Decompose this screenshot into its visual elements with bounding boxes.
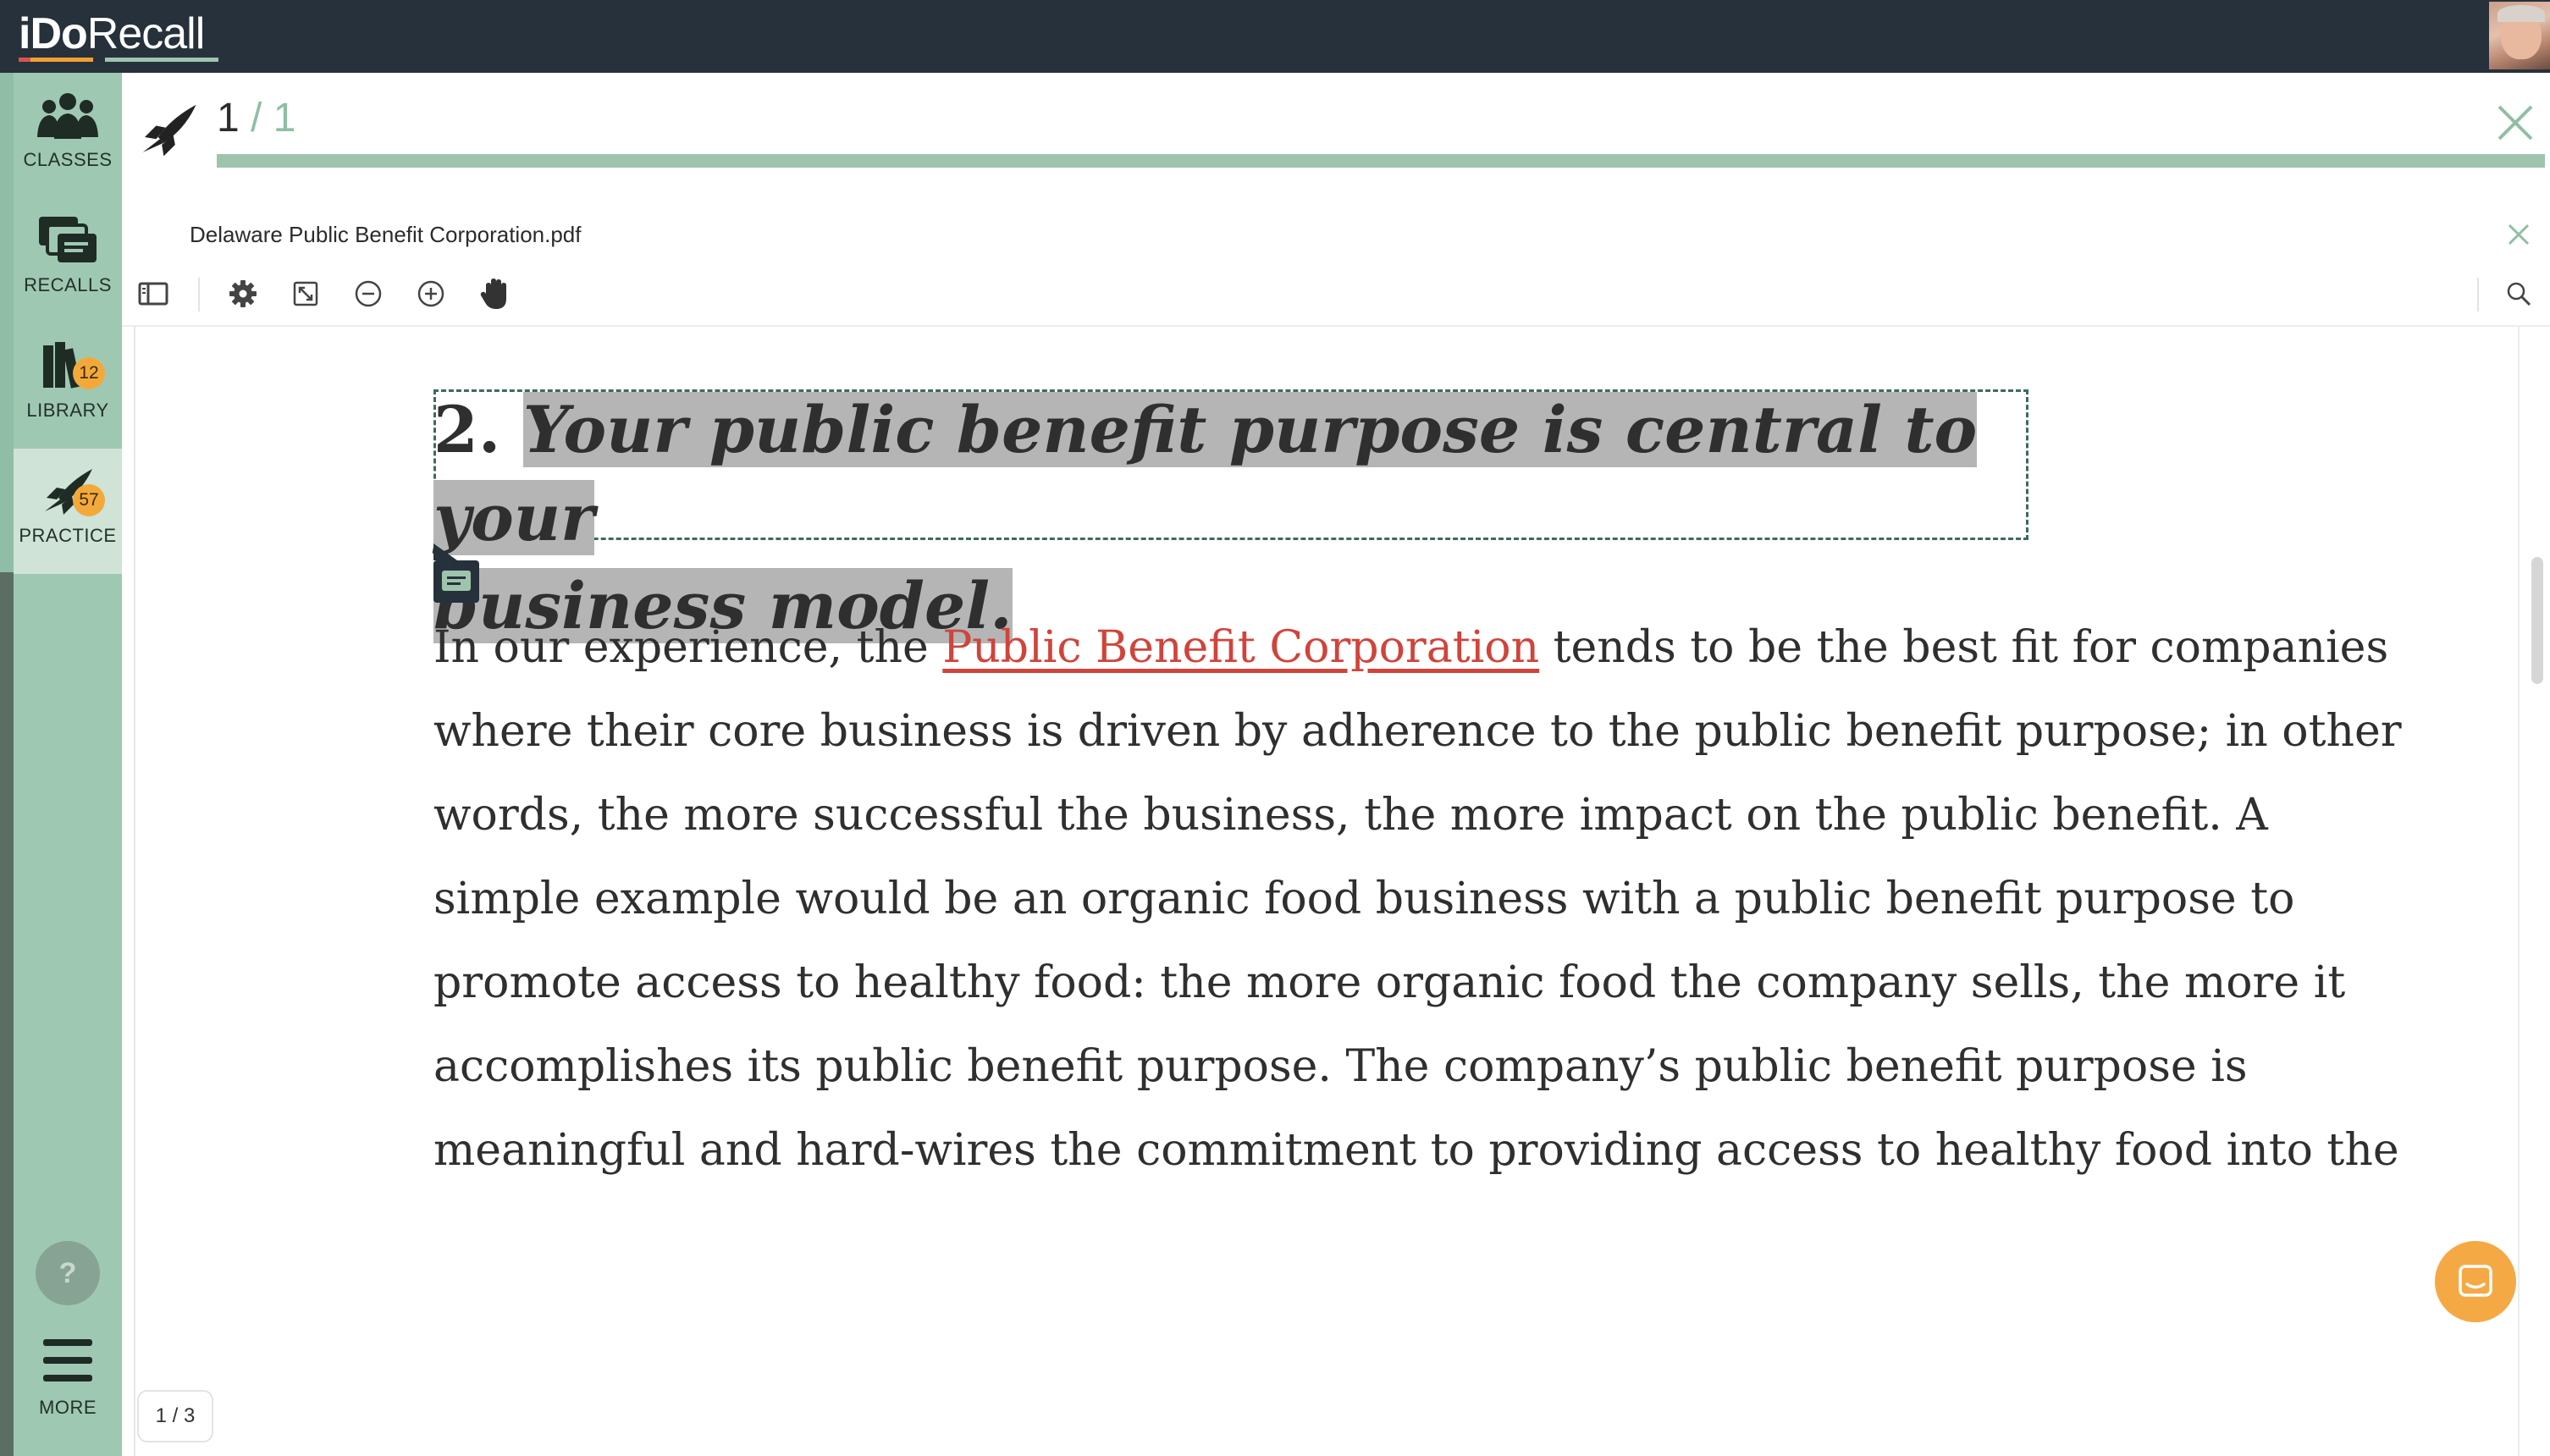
body-line: accomplishes its public benefit purpose.… [433,1041,2248,1092]
sidebar-item-label: PRACTICE [19,525,117,546]
toolbar-separator [122,325,2550,327]
app-logo[interactable]: iDo Recall [19,3,205,64]
sidebar-item-label: RECALLS [24,274,112,295]
search-icon [2507,282,2531,306]
heading-number: 2. [433,392,501,467]
section-heading: 2. Your public benefit purpose is centra… [433,386,2042,650]
rocket-icon [45,469,92,515]
pdf-page[interactable]: 2. Your public benefit purpose is centra… [134,327,2518,1456]
scrollbar-thumb[interactable] [2531,557,2543,684]
toolbar-divider [2477,278,2479,312]
settings-button[interactable] [225,276,261,312]
body-line: where their core business is driven by a… [433,706,2402,757]
people-icon [37,93,98,139]
sidebar-item-label: CLASSES [23,149,113,170]
sidebar-item-recalls[interactable]: RECALLS [14,198,122,323]
pan-tool-button[interactable] [477,276,513,312]
cards-icon [39,217,97,262]
practice-progress-bar [217,154,2545,168]
help-button[interactable]: ? [36,1241,100,1305]
practice-rocket-icon [142,104,196,157]
annotation-note-icon[interactable] [433,543,481,606]
search-button[interactable] [2501,276,2536,312]
sidebar-item-library[interactable]: LIBRARY 12 [14,323,122,449]
close-pdf-icon[interactable] [2506,222,2531,247]
document-scrollbar[interactable] [2518,327,2550,1456]
body-line: promote access to healthy food: the more… [433,957,2346,1008]
heading-highlight-line2: business model. [433,568,1013,643]
logo-bold-text: iDo [19,9,88,58]
more-menu-button[interactable]: MORE [14,1337,122,1439]
body-text-segment: In our experience, the [433,622,943,673]
sidebar-item-label: LIBRARY [26,400,109,421]
practice-total: / 1 [239,96,296,141]
pdf-filename: Delaware Public Benefit Corporation.pdf [190,222,582,247]
close-practice-icon[interactable] [2496,103,2535,142]
logo-regular-text: Recall [86,9,205,58]
page-indicator: 1 / 3 [137,1390,213,1442]
document-body-text: In our experience, the Public Benefit Co… [433,606,2402,1193]
sidebar-item-practice[interactable]: PRACTICE 57 [14,449,122,574]
public-benefit-corporation-link[interactable]: Public Benefit Corporation [942,622,1540,673]
gear-icon [229,280,257,307]
hand-icon [480,279,506,309]
practice-progress-fill [217,154,2545,168]
body-text-segment: tends to be the best fit for companies [1539,622,2389,673]
pdf-viewer: Delaware Public Benefit Corporation.pdf [122,178,2550,1456]
zoom-out-button[interactable] [350,276,386,312]
toggle-sidebar-button[interactable] [135,276,171,312]
practice-header: 1 / 1 [122,73,2550,178]
library-count-badge: 12 [73,357,105,389]
sidebar-edge [0,73,14,1456]
practice-current: 1 [217,96,240,141]
chat-launcher-button[interactable] [2435,1241,2516,1322]
logo-underline [19,58,218,62]
fit-page-button[interactable] [288,276,323,312]
hamburger-menu-icon [43,1339,92,1382]
chat-icon [2459,1265,2492,1297]
zoom-in-button[interactable] [413,276,449,312]
body-line: words, the more successful the business,… [433,790,2268,841]
user-avatar[interactable] [2489,2,2550,69]
body-line: In our experience, the Public Benefit Co… [433,606,2388,690]
zoom-out-icon [355,280,382,307]
zoom-in-icon [417,280,444,307]
body-line: meaningful and hard-wires the commitment… [433,1125,2399,1176]
sidebar-toggle-icon [138,282,168,306]
fit-to-page-icon [293,281,318,306]
heading-highlight-line1: Your public benefit purpose is central t… [433,392,1978,555]
more-label: MORE [39,1397,97,1418]
sidebar [0,73,122,1456]
toolbar-divider [198,278,200,312]
practice-counter: 1 / 1 [217,95,295,141]
practice-count-badge: 57 [73,484,105,516]
highlight-selection-box[interactable] [433,389,2028,540]
body-line: simple example would be an organic food … [433,874,2295,924]
top-bar: iDo Recall [0,0,2550,73]
sidebar-item-classes[interactable]: CLASSES [14,73,122,198]
